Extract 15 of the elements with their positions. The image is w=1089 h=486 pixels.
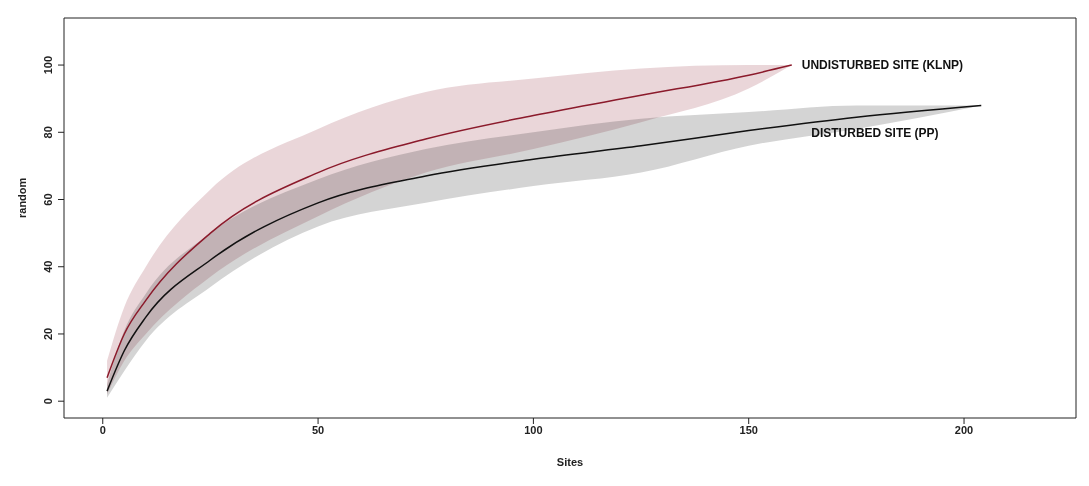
y-tick-label: 100: [42, 55, 54, 75]
y-tick-label: 40: [42, 260, 54, 273]
series-label: DISTURBED SITE (PP): [811, 126, 939, 141]
x-tick-label: 50: [311, 423, 325, 436]
series-label: UNDISTURBED SITE (KLNP): [801, 58, 964, 73]
x-tick-label: 100: [524, 423, 543, 436]
y-tick-label: 0: [42, 398, 54, 405]
y-tick-label: 20: [42, 327, 54, 341]
x-tick-label: 200: [954, 423, 974, 436]
x-tick-label: 0: [99, 423, 106, 436]
y-tick-label: 60: [42, 193, 54, 206]
y-axis-title: random: [15, 177, 28, 218]
y-tick-label: 80: [42, 126, 54, 139]
x-tick-label: 150: [739, 423, 758, 436]
x-axis-title: Sites: [556, 456, 584, 468]
